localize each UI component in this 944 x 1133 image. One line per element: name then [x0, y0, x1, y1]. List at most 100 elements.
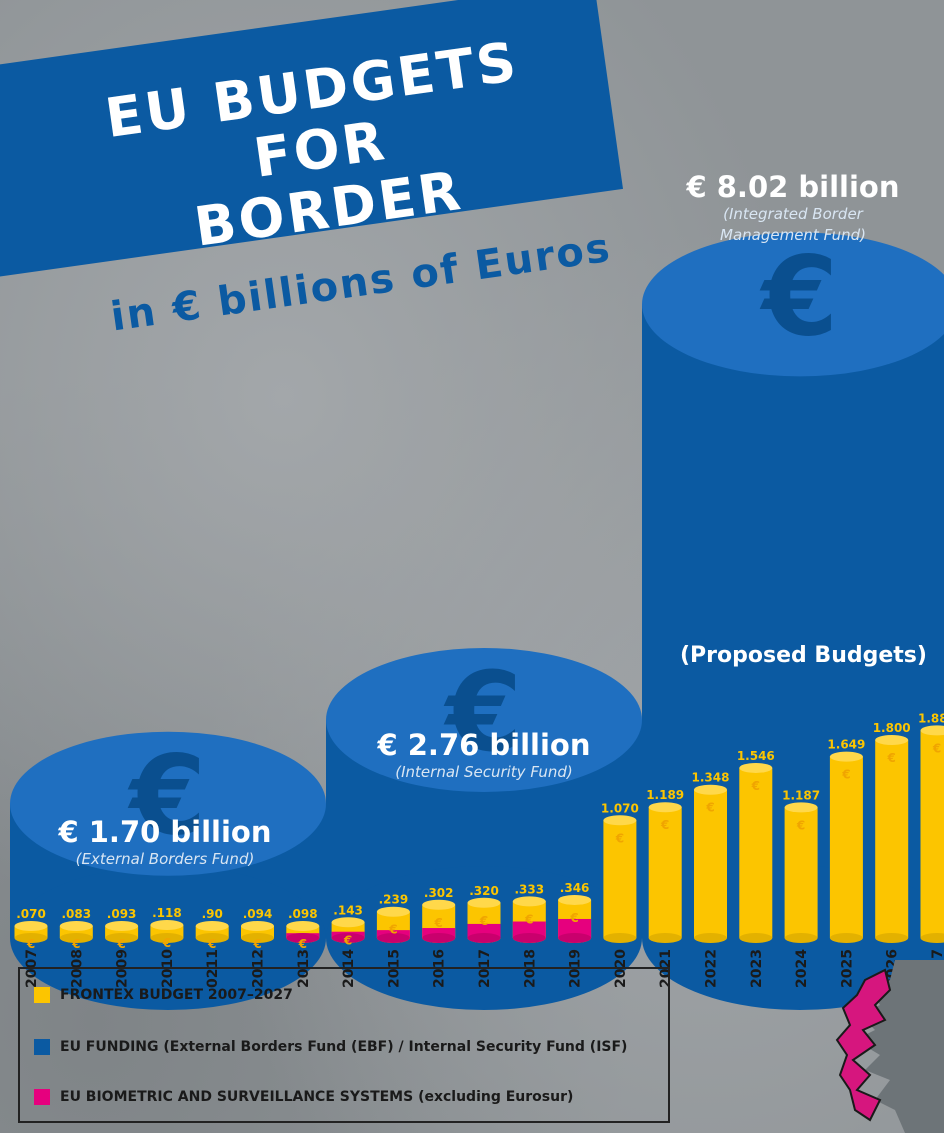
fund-label-isf: € 2.76 billion (Internal Security Fund)	[326, 728, 642, 783]
fund-amount-ibmf: € 8.02 billion	[686, 170, 900, 204]
bar-value-label: .333	[514, 882, 544, 896]
bar-value-label: 1.800	[873, 721, 911, 735]
biometric-bar-segment	[558, 918, 592, 938]
euro-symbol-icon: €	[759, 232, 839, 360]
frontex-bar: €	[739, 762, 773, 943]
frontex-bar-top	[241, 921, 274, 931]
frontex-bar-body	[648, 807, 682, 938]
frontex-bar-top	[195, 921, 229, 931]
fund-name-ebf: (External Borders Fund)	[75, 850, 255, 868]
frontex-bar: €	[422, 899, 456, 943]
europe-map-decoration	[835, 960, 944, 1133]
fund-label-ebf: € 1.70 billion (External Borders Fund)	[10, 815, 320, 870]
frontex-bar: €	[331, 917, 365, 947]
frontex-bar: €	[920, 725, 944, 943]
biometric-bar-base	[286, 933, 320, 943]
frontex-bar-top	[694, 784, 727, 795]
frontex-bar-top	[150, 920, 184, 931]
legend-label-frontex: FRONTEX BUDGET 2007–2027	[60, 987, 293, 1003]
frontex-bar-top	[512, 896, 546, 907]
fund-label-ibmf: € 8.02 billion (Integrated Border Manage…	[642, 170, 944, 246]
legend-item-frontex: FRONTEX BUDGET 2007–2027	[34, 987, 293, 1003]
bar-value-label: .093	[107, 907, 137, 921]
legend-label-biometric: EU BIOMETRIC AND SURVEILLANCE SYSTEMS (e…	[60, 1089, 574, 1105]
frontex-bar-top	[376, 906, 410, 917]
frontex-bar-body	[920, 730, 944, 938]
bar-value-label: 1.187	[782, 788, 820, 802]
bar-value-label: .320	[469, 884, 499, 898]
euro-coin-icon: €	[388, 923, 397, 937]
biometric-bar-base	[331, 933, 365, 943]
euro-coin-icon: €	[841, 768, 850, 782]
year-tick-label: 2022	[704, 949, 720, 988]
frontex-bar-base	[603, 933, 637, 943]
frontex-bar: €	[195, 921, 229, 951]
frontex-bar-top	[875, 735, 909, 745]
frontex-bar-body	[739, 767, 773, 938]
frontex-bar: €	[105, 921, 139, 951]
fund-name-ibmf-line2: Management Fund)	[720, 226, 866, 244]
euro-coin-icon: €	[932, 741, 941, 755]
fund-amount-isf: € 2.76 billion	[377, 728, 591, 762]
frontex-bar-top	[648, 802, 682, 813]
frontex-bar: €	[784, 802, 818, 943]
year-tick-label: 2024	[794, 949, 810, 988]
frontex-bar-top	[467, 897, 501, 908]
legend-swatch-biometric	[34, 1089, 50, 1105]
legend-label-eu-funding: EU FUNDING (External Borders Fund (EBF) …	[60, 1039, 628, 1055]
euro-coin-icon: €	[796, 818, 805, 832]
frontex-bar-base	[784, 933, 818, 943]
frontex-bar-base	[195, 933, 229, 943]
euro-coin-icon: €	[207, 937, 216, 951]
frontex-bar-top	[105, 921, 139, 931]
frontex-bar-base	[920, 933, 944, 943]
frontex-bar: €	[376, 906, 410, 943]
frontex-bar: €	[467, 897, 501, 943]
euro-coin-icon: €	[298, 937, 307, 951]
frontex-bar: €	[59, 921, 93, 951]
euro-symbol-icon: €	[443, 648, 523, 776]
frontex-bar-top	[286, 921, 320, 931]
frontex-bar-base	[59, 933, 93, 943]
fund-name-isf: (Internal Security Fund)	[395, 763, 573, 781]
frontex-bar-base	[694, 933, 727, 943]
cylinder-top	[326, 647, 642, 792]
legend-item-eu-funding: EU FUNDING (External Borders Fund (EBF) …	[34, 1039, 627, 1055]
bar-value-label: .098	[288, 907, 318, 921]
frontex-bar-top	[331, 917, 365, 928]
euro-symbol-icon: €	[127, 732, 207, 860]
bar-value-label: 1.649	[827, 738, 865, 752]
frontex-bar-base	[105, 933, 139, 943]
euro-coin-icon: €	[252, 937, 261, 951]
chart-legend: FRONTEX BUDGET 2007–2027 EU FUNDING (Ext…	[18, 967, 670, 1123]
frontex-bar-top	[558, 894, 592, 905]
frontex-bar: €	[150, 920, 184, 950]
bar-value-label: 1.546	[737, 749, 775, 763]
bar-value-label: .083	[61, 907, 91, 921]
bar-value-label: .346	[560, 881, 590, 895]
bar-value-label: 1.887	[918, 711, 944, 725]
frontex-bar-top	[59, 921, 93, 931]
cylinder-top	[10, 731, 326, 876]
euro-coin-icon: €	[569, 911, 578, 925]
bar-value-label: .094	[243, 907, 273, 921]
frontex-bar-top	[422, 899, 456, 910]
biometric-bar-base	[467, 933, 501, 943]
frontex-bar-top	[920, 725, 944, 736]
euro-coin-icon: €	[660, 818, 669, 832]
frontex-bar-base	[648, 933, 682, 943]
bar-value-label: 1.070	[601, 801, 639, 815]
frontex-bar: €	[14, 921, 48, 951]
euro-coin-icon: €	[116, 937, 125, 951]
frontex-bar-top	[739, 762, 773, 773]
bar-value-label: .118	[152, 906, 182, 920]
frontex-bar-body	[603, 820, 637, 938]
frontex-bar-body	[875, 740, 909, 938]
euro-coin-icon: €	[751, 779, 760, 793]
euro-coin-icon: €	[479, 914, 488, 928]
frontex-bar-base	[241, 933, 274, 943]
bar-value-label: .239	[379, 893, 409, 907]
euro-coin-icon: €	[434, 916, 443, 930]
frontex-bar-top	[14, 921, 48, 931]
